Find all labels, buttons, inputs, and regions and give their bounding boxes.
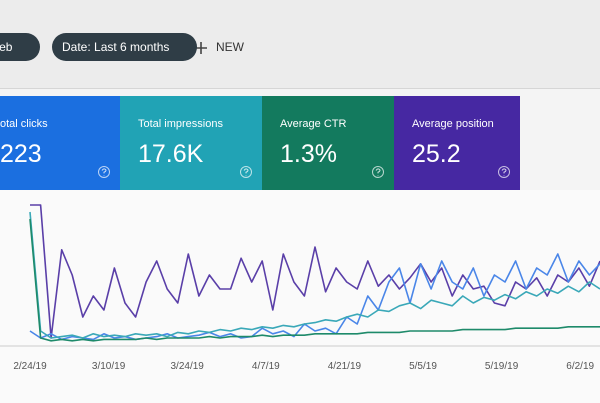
metric-value: 17.6K: [138, 140, 204, 168]
x-tick-label: 6/2/19: [566, 361, 594, 372]
plus-icon: [195, 42, 207, 54]
series-line: [29, 218, 600, 342]
metric-card[interactable]: Total impressions 17.6K: [120, 96, 262, 190]
metric-card[interactable]: Average CTR 1.3%: [262, 96, 394, 190]
series-line: [29, 253, 600, 341]
metric-value: 223: [0, 140, 42, 168]
help-icon-glyph: [501, 168, 507, 177]
x-tick-label: 5/19/19: [485, 361, 519, 372]
help-icon-glyph: [375, 168, 381, 177]
metric-label: Average position: [412, 118, 494, 130]
help-icon: [498, 166, 510, 178]
x-tick-label: 4/21/19: [328, 361, 362, 372]
metric-label: Total impressions: [138, 118, 223, 130]
new-button[interactable]: NEW: [216, 40, 244, 54]
help-icon: [240, 166, 252, 178]
help-icon: [98, 166, 110, 178]
x-tick-label: 3/24/19: [171, 361, 205, 372]
x-tick-label: 2/24/19: [13, 361, 47, 372]
metric-value: 25.2: [412, 140, 461, 168]
help-icon-glyph: [101, 168, 107, 177]
help-icon-glyph: [243, 168, 249, 177]
x-tick-label: 5/5/19: [409, 361, 437, 372]
x-tick-label: 4/7/19: [252, 361, 280, 372]
series-line: [29, 211, 600, 339]
metric-label: Average CTR: [280, 118, 347, 130]
metric-value: 1.3%: [280, 140, 337, 168]
metric-card[interactable]: otal clicks 223: [0, 96, 120, 190]
metric-label: otal clicks: [0, 118, 48, 130]
filter-chip[interactable]: Date: Last 6 months: [52, 33, 198, 61]
help-icon: [372, 166, 384, 178]
x-tick-label: 3/10/19: [92, 361, 126, 372]
filter-chip[interactable]: Web: [0, 33, 41, 61]
series-line: [30, 204, 600, 339]
